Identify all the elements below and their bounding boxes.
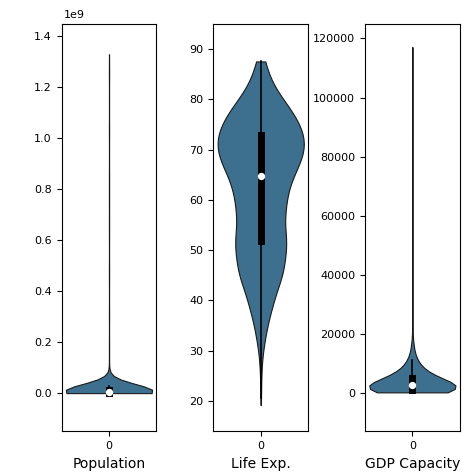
Point: [257, 172, 264, 179]
Point: [409, 382, 416, 389]
X-axis label: Life Exp.: Life Exp.: [231, 456, 291, 471]
X-axis label: Population: Population: [73, 456, 146, 471]
Text: 1e9: 1e9: [64, 9, 84, 19]
Point: [105, 388, 113, 395]
X-axis label: GDP Capacity: GDP Capacity: [365, 456, 460, 471]
